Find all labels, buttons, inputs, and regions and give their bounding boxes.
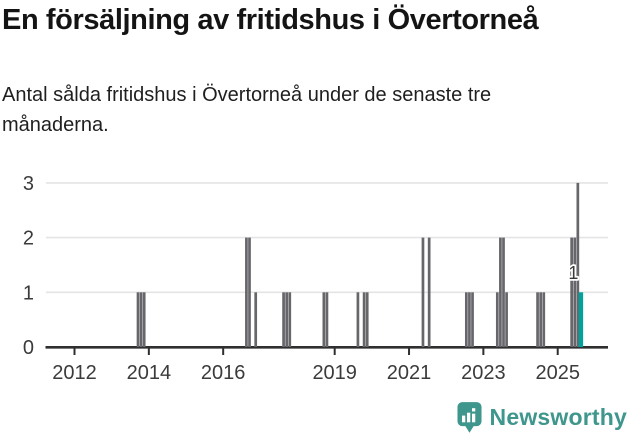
bar [245,237,248,347]
y-axis-tick-label: 0 [23,337,34,359]
x-axis-tick-label: 2014 [127,362,172,384]
bar [356,292,360,347]
bar [471,292,474,347]
bar [322,292,326,347]
x-axis-tick-label: 2016 [201,362,246,384]
y-axis-tick-label: 1 [23,282,34,304]
bar [499,237,502,347]
bar [573,237,577,347]
y-axis-tick-label: 3 [23,173,34,195]
bar [142,292,146,347]
newsworthy-logo-icon [456,402,482,433]
bar [285,292,289,347]
x-axis-tick-label: 2021 [387,362,432,384]
bar [502,237,505,347]
highlight-value-label: 1 [568,263,578,283]
bar [254,292,258,347]
bar [570,237,573,347]
bar [288,292,292,347]
bar [136,292,140,347]
bar [536,292,539,347]
x-axis-tick-label: 2019 [312,362,357,384]
bar [427,237,431,347]
highlight-bar [578,292,584,347]
bar [325,292,329,347]
bar [282,292,285,347]
bar [505,292,508,347]
bar [576,182,580,347]
x-axis-tick-label: 2012 [52,362,97,384]
bar [539,292,543,347]
bar [365,292,369,347]
chart-subtitle-line: Antal sålda fritidshus i Övertorneå unde… [2,84,492,106]
bar [139,292,143,347]
mini-bar-chart-glyph [461,408,475,423]
bar [362,292,366,347]
bar [421,237,425,347]
bar [464,292,468,347]
chart-title: En försäljning av fritidshus i Övertorne… [2,4,539,36]
y-axis-tick-label: 2 [23,228,34,250]
bar [248,237,251,347]
newsworthy-logo-text: Newsworthy [489,404,627,430]
newsworthy-logo: Newsworthy [456,401,627,434]
chart-subtitle-line: månaderna. [2,114,109,136]
bar [542,292,546,347]
bar [468,292,471,347]
bar [495,292,499,347]
x-axis-tick-label: 2023 [461,362,506,384]
chart-subtitle: Antal sålda fritidshus i Övertorneå unde… [2,80,622,140]
x-axis-tick-label: 2025 [535,362,580,384]
